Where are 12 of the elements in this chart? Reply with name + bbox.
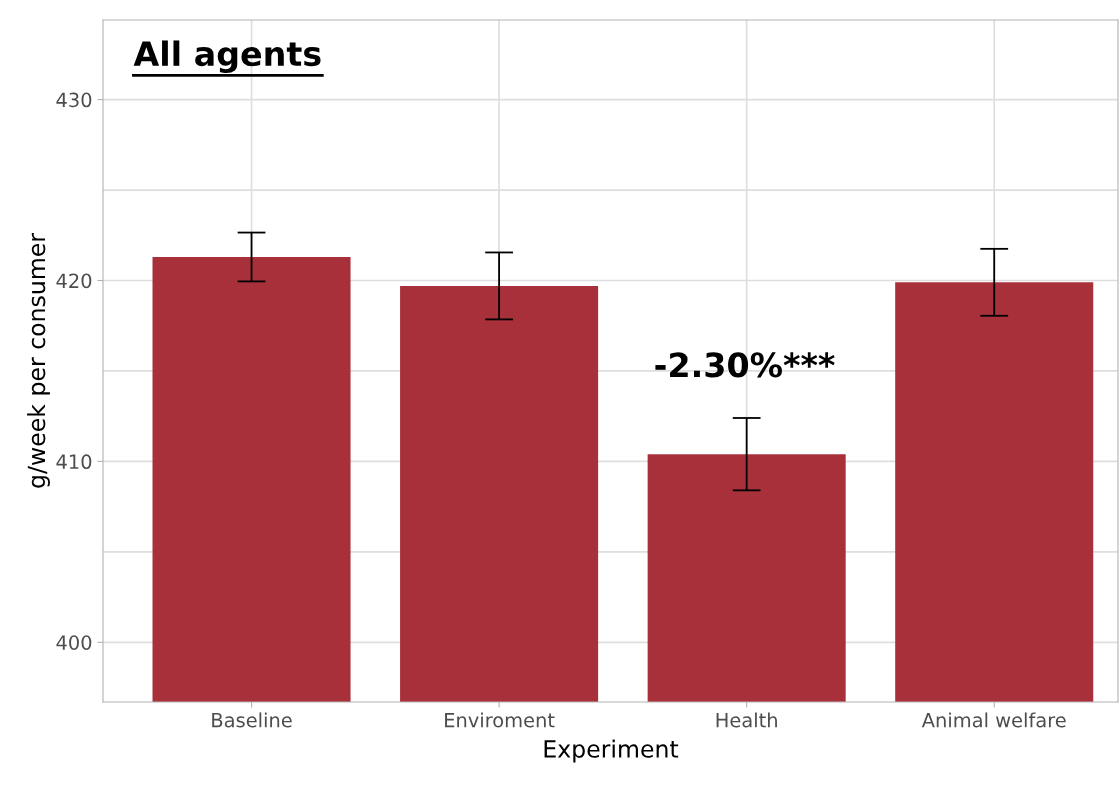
x-tick-label: Enviroment [445, 712, 555, 728]
annotation: -2.30%*** [655, 352, 835, 378]
y-tick-label: 420 [56, 273, 92, 289]
x-tick-label: Health [716, 712, 777, 728]
y-tick-label: 410 [56, 454, 92, 470]
y-tick-label: 400 [56, 635, 92, 650]
y-axis-title: g/week per consumer [27, 232, 50, 488]
y-tick-label: 430 [56, 92, 92, 108]
x-tick-label: Animal welfare [921, 712, 1066, 728]
text: All agents [133, 40, 321, 73]
x-tick-label: Baseline [212, 712, 292, 728]
x-axis-title: Experiment [544, 739, 679, 763]
